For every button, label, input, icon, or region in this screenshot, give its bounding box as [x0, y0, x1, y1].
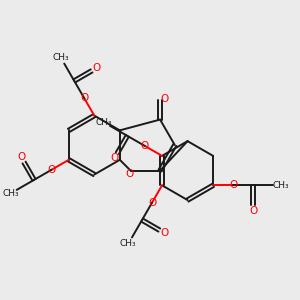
Text: CH₃: CH₃: [272, 181, 289, 190]
Text: CH₃: CH₃: [95, 118, 112, 127]
Text: CH₃: CH₃: [2, 189, 19, 198]
Text: O: O: [141, 141, 149, 151]
Text: O: O: [160, 228, 169, 238]
Text: O: O: [125, 169, 134, 179]
Text: O: O: [148, 198, 156, 208]
Text: O: O: [110, 153, 118, 163]
Text: O: O: [249, 206, 257, 216]
Text: O: O: [47, 165, 56, 175]
Text: O: O: [93, 63, 101, 73]
Text: O: O: [17, 152, 25, 162]
Text: O: O: [160, 94, 169, 104]
Text: CH₃: CH₃: [120, 239, 136, 248]
Text: CH₃: CH₃: [52, 53, 69, 62]
Text: O: O: [229, 180, 237, 190]
Text: O: O: [80, 93, 88, 103]
